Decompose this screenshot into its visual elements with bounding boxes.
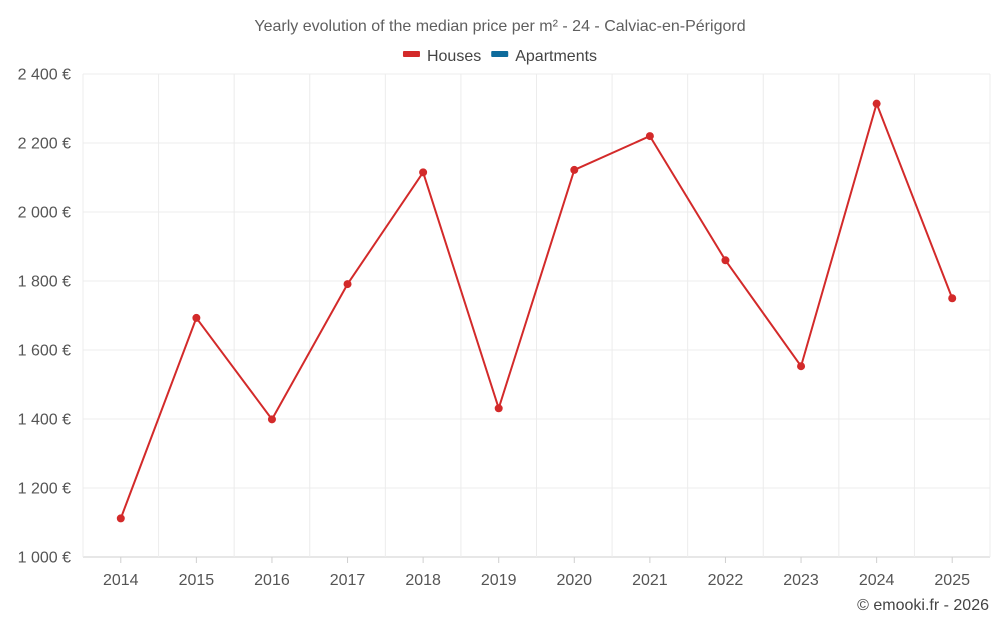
data-point[interactable] xyxy=(872,99,881,108)
x-tick-label: 2021 xyxy=(632,572,668,589)
y-tick-label: 1 800 € xyxy=(18,274,71,291)
x-axis: 2014 2015 2016 2017 2018 2019 2020 2021 2022 2023… xyxy=(103,557,970,589)
data-point[interactable] xyxy=(721,256,730,265)
data-point[interactable] xyxy=(116,514,125,523)
series-lines xyxy=(119,102,954,519)
data-point[interactable] xyxy=(797,362,806,371)
x-tick-label: 2023 xyxy=(783,572,819,589)
y-tick-label: 1 600 € xyxy=(18,343,71,360)
grid xyxy=(82,73,991,558)
x-tick-label: 2015 xyxy=(179,572,215,589)
x-tick-label: 2022 xyxy=(708,572,744,589)
series-points xyxy=(116,99,957,523)
x-tick-label: 2019 xyxy=(481,572,517,589)
y-tick-label: 1 000 € xyxy=(18,550,71,567)
legend-swatch xyxy=(402,51,420,57)
legend-label: Apartments xyxy=(515,48,597,65)
data-point[interactable] xyxy=(343,280,352,289)
legend-swatch xyxy=(491,51,509,57)
y-axis: 1 000 € 1 200 € 1 400 € 1 600 € 1 800 € 2 000… xyxy=(18,67,71,567)
y-tick-label: 2 200 € xyxy=(18,136,71,153)
x-tick-label: 2014 xyxy=(103,572,139,589)
legend-item-apartments[interactable]: Apartments xyxy=(491,48,597,65)
data-point[interactable] xyxy=(948,294,957,303)
x-tick-label: 2020 xyxy=(556,572,592,589)
y-tick-label: 1 400 € xyxy=(18,412,71,429)
data-point[interactable] xyxy=(419,168,428,177)
y-tick-label: 2 000 € xyxy=(18,205,71,222)
data-point[interactable] xyxy=(570,165,579,174)
data-point[interactable] xyxy=(494,404,503,413)
x-tick-label: 2025 xyxy=(934,572,970,589)
legend-label: Houses xyxy=(427,48,481,65)
series-line-houses xyxy=(119,102,954,519)
x-tick-label: 2024 xyxy=(859,572,895,589)
data-point[interactable] xyxy=(645,132,654,141)
y-tick-label: 1 200 € xyxy=(18,481,71,498)
x-tick-label: 2018 xyxy=(405,572,441,589)
chart-title: Yearly evolution of the median price per… xyxy=(254,18,745,35)
legend: Houses Apartments xyxy=(402,48,597,65)
data-point[interactable] xyxy=(192,313,201,322)
legend-item-houses[interactable]: Houses xyxy=(402,48,481,65)
credit-text: © emooki.fr - 2026 xyxy=(857,597,989,614)
data-point[interactable] xyxy=(267,415,276,424)
y-tick-label: 2 400 € xyxy=(18,67,71,84)
x-tick-label: 2016 xyxy=(254,572,290,589)
x-tick-label: 2017 xyxy=(330,572,366,589)
